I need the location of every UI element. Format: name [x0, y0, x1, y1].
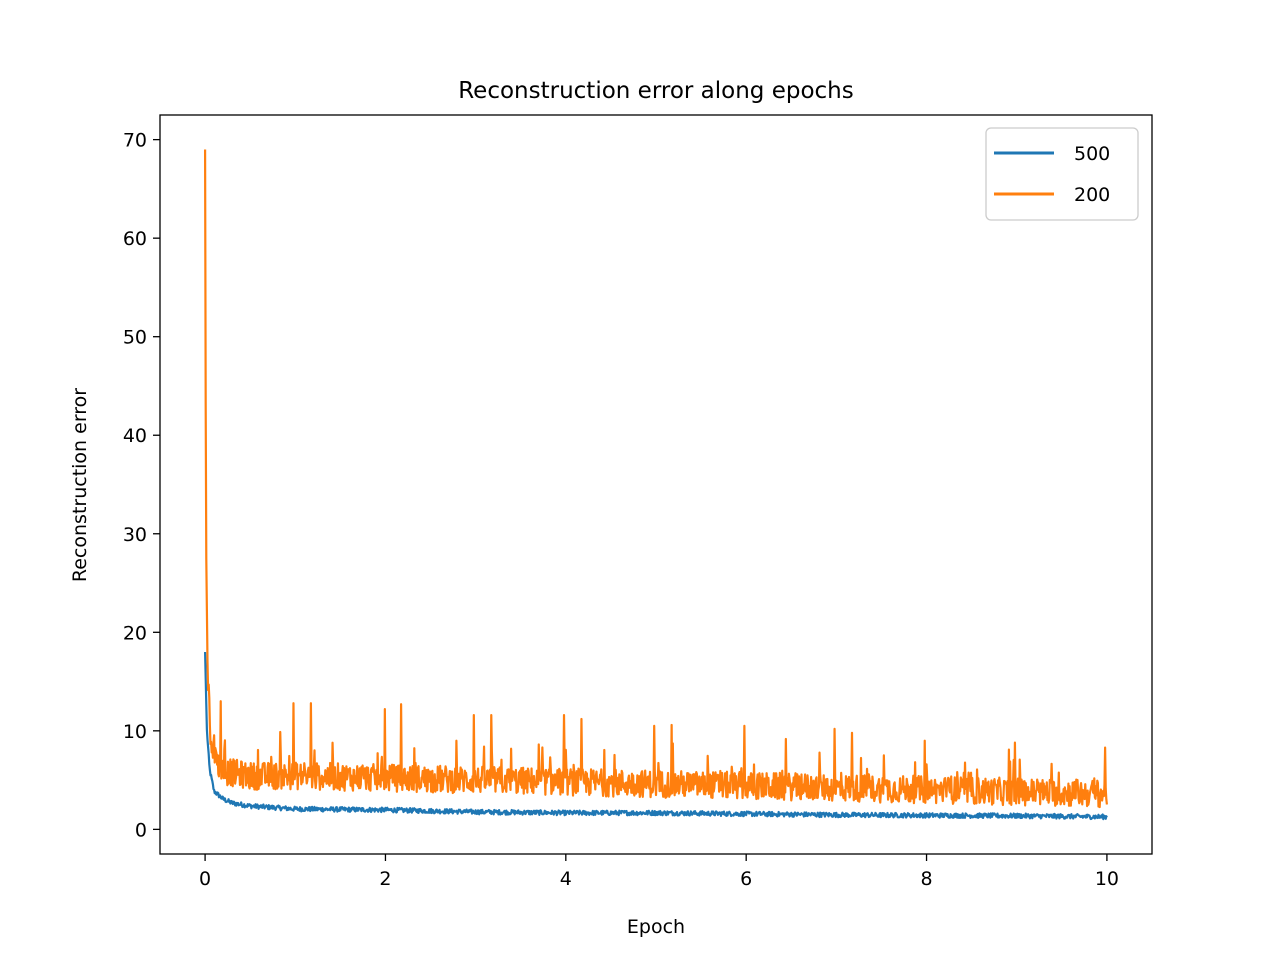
- legend-box: [985, 127, 1139, 221]
- chart-title: Reconstruction error along epochs: [458, 78, 854, 104]
- series-line-200: [203, 149, 1109, 809]
- plot-frame: [159, 114, 1153, 855]
- series-line-500: [203, 651, 1108, 821]
- plot-area: [203, 149, 1109, 821]
- x-tick-label: 4: [560, 868, 572, 890]
- y-tick-label: 70: [123, 130, 147, 152]
- x-tick-label: 6: [740, 868, 752, 890]
- x-axis-label: Epoch: [627, 916, 685, 938]
- legend-label-200: 200: [1074, 184, 1110, 206]
- axes: 0 2 4 6 8 10 0 10 20 30 40 50 60 70: [123, 114, 1153, 890]
- y-axis-label: Reconstruction error: [69, 388, 91, 582]
- x-tick-label: 8: [920, 868, 932, 890]
- x-tick-label: 2: [379, 868, 391, 890]
- y-tick-label: 60: [123, 228, 147, 250]
- x-tick-label: 0: [199, 868, 211, 890]
- x-tick-label: 10: [1095, 868, 1119, 890]
- y-tick-label: 10: [123, 721, 147, 743]
- y-tick-label: 50: [123, 327, 147, 349]
- legend: 500 200: [985, 127, 1139, 221]
- y-tick-label: 30: [123, 524, 147, 546]
- y-tick-label: 20: [123, 622, 147, 644]
- y-tick-label: 40: [123, 425, 147, 447]
- legend-label-500: 500: [1074, 143, 1110, 165]
- y-tick-label: 0: [135, 819, 147, 841]
